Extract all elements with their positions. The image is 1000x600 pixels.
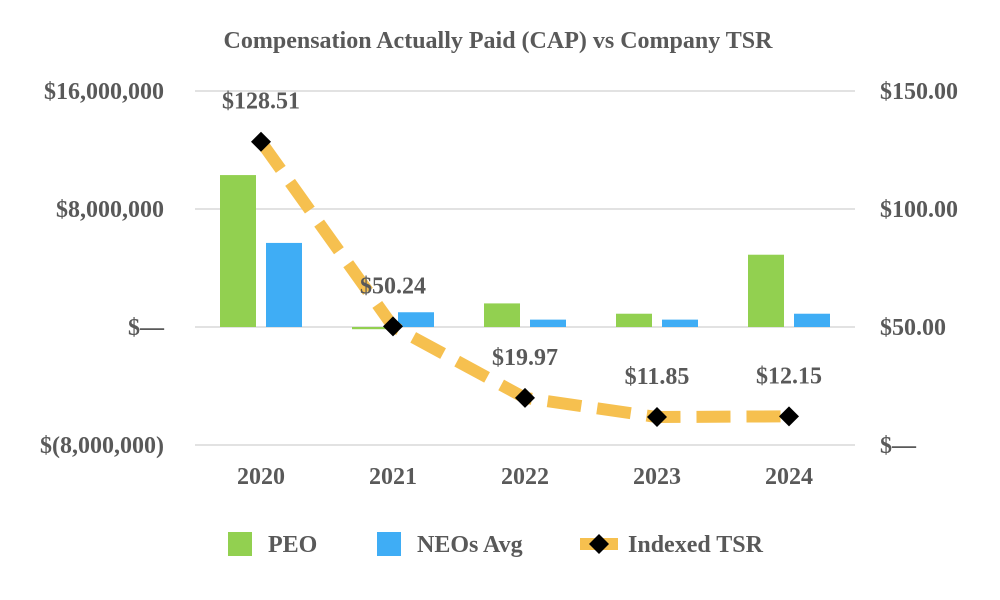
legend-swatch-neos-avg	[377, 532, 401, 556]
tsr-marker-2020	[251, 131, 271, 152]
tsr-marker-2023	[647, 407, 667, 428]
right-tick-label: $50.00	[880, 315, 946, 341]
legend-marker-indexed-tsr	[589, 534, 609, 554]
tsr-line	[256, 138, 790, 424]
left-tick-label: $(8,000,000)	[40, 433, 164, 459]
legend-label-indexed-tsr: Indexed TSR	[628, 532, 764, 558]
legend-swatch-peo	[228, 532, 252, 556]
x-tick-label: 2020	[237, 464, 285, 490]
bars	[220, 175, 830, 330]
tsr-marker-2024	[779, 406, 799, 427]
bar-peo-2020	[220, 175, 256, 327]
tsr-marker-2021	[383, 316, 403, 337]
x-tick-label: 2022	[501, 464, 549, 490]
right-axis: $150.00 $100.00 $50.00 $—	[880, 79, 958, 459]
x-tick-label: 2021	[369, 464, 417, 490]
bar-neos-avg-2020	[266, 242, 302, 327]
legend: PEO NEOs Avg Indexed TSR	[228, 532, 764, 558]
x-tick-label: 2023	[633, 464, 681, 490]
left-axis: $16,000,000 $8,000,000 $— $(8,000,000)	[40, 79, 165, 459]
tsr-label-2020: $128.51	[222, 89, 300, 115]
tsr-label-2024: $12.15	[756, 363, 822, 389]
tsr-marker-2022	[515, 387, 535, 408]
bar-peo-2021	[352, 327, 388, 330]
bar-peo-2023	[616, 313, 652, 327]
tsr-label-2021: $50.24	[360, 273, 426, 299]
bar-neos-avg-2022	[530, 319, 566, 327]
tsr-label-2022: $19.97	[492, 345, 558, 371]
right-tick-label: $100.00	[880, 197, 958, 223]
left-tick-label: $16,000,000	[44, 79, 164, 105]
right-tick-label: $150.00	[880, 79, 958, 105]
bar-peo-2024	[748, 254, 784, 327]
legend-label-neos-avg: NEOs Avg	[417, 532, 523, 558]
tsr-line-path	[256, 138, 790, 424]
tsr-data-labels: $128.51 $50.24 $19.97 $11.85 $12.15	[222, 89, 822, 390]
bar-peo-2022	[484, 303, 520, 327]
tsr-markers	[251, 131, 799, 428]
x-axis: 2020 2021 2022 2023 2024	[237, 464, 813, 490]
tsr-label-2023: $11.85	[625, 364, 690, 390]
bar-neos-avg-2024	[794, 313, 830, 327]
left-tick-label: $—	[128, 315, 165, 341]
bar-neos-avg-2023	[662, 319, 698, 327]
chart-title: Compensation Actually Paid (CAP) vs Comp…	[224, 28, 774, 54]
x-tick-label: 2024	[765, 464, 813, 490]
bar-neos-avg-2021	[398, 312, 434, 327]
left-tick-label: $8,000,000	[56, 197, 164, 223]
legend-label-peo: PEO	[268, 532, 317, 558]
right-tick-label: $—	[880, 433, 917, 459]
